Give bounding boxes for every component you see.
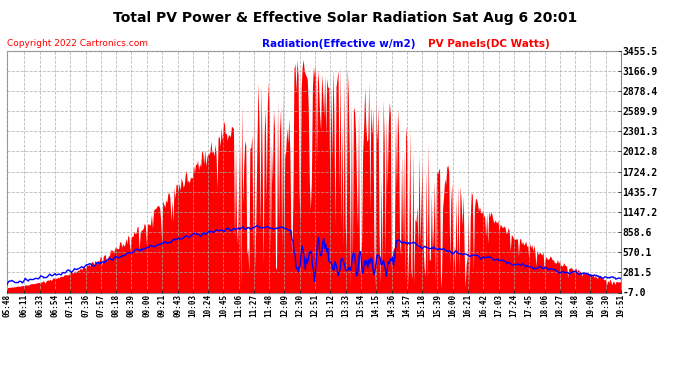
- Text: Copyright 2022 Cartronics.com: Copyright 2022 Cartronics.com: [7, 39, 148, 48]
- Text: Total PV Power & Effective Solar Radiation Sat Aug 6 20:01: Total PV Power & Effective Solar Radiati…: [113, 11, 577, 25]
- Text: PV Panels(DC Watts): PV Panels(DC Watts): [428, 39, 549, 50]
- Text: Radiation(Effective w/m2): Radiation(Effective w/m2): [262, 39, 415, 50]
